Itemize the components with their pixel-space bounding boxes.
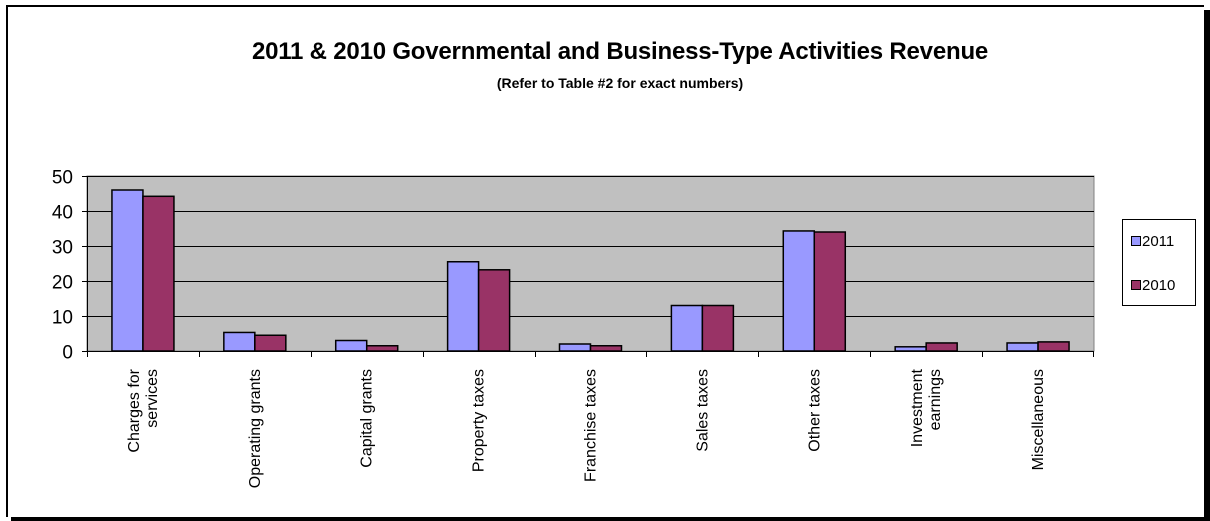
legend-item-2011: 2011: [1131, 232, 1175, 250]
legend-label-2010: 2010: [1142, 276, 1176, 294]
x-tick-label-4: Franchise taxes: [583, 369, 600, 482]
bar-2010-4: [589, 345, 623, 352]
frame-shadow-bottom: [11, 517, 1210, 521]
plot-area: [86, 175, 1095, 352]
bar-2011-1: [223, 331, 256, 352]
x-tick-label-6: Other taxes: [806, 369, 823, 452]
legend-item-2010: 2010: [1131, 276, 1176, 294]
bar-2011-7: [894, 346, 927, 352]
bar-2010-3: [477, 269, 511, 352]
bar-2011-2: [334, 339, 368, 352]
bar-2010-6: [813, 231, 847, 352]
y-tick-label-10: 10: [52, 308, 73, 329]
bar-2010-1: [254, 334, 287, 352]
legend-label-2011: 2011: [1142, 232, 1175, 250]
y-tick-label-0: 0: [62, 343, 73, 364]
bar-2011-4: [558, 343, 592, 352]
bar-2010-5: [701, 304, 735, 352]
bar-2011-5: [670, 304, 704, 352]
frame-shadow-right: [1204, 10, 1210, 521]
y-tick-label-50: 50: [52, 168, 73, 189]
x-tick-label-3: Property taxes: [471, 369, 488, 472]
chart-subtitle: (Refer to Table #2 for exact numbers): [496, 75, 744, 91]
chart-frame: [6, 5, 1204, 517]
x-tick-label-7: Investmentearnings: [909, 368, 944, 447]
x-tick-label-5: Sales taxes: [694, 369, 711, 452]
bar-2011-8: [1006, 342, 1039, 352]
y-tick-label-40: 40: [52, 203, 73, 224]
x-tick-label-0: Charges forservices: [126, 368, 161, 452]
y-tick-label-20: 20: [52, 273, 73, 294]
y-tick-label-30: 30: [52, 238, 73, 259]
legend-swatch-2011: [1131, 236, 1141, 246]
bar-2011-0: [111, 189, 144, 352]
legend: 2011 2010: [1122, 219, 1196, 306]
bar-2011-3: [446, 261, 480, 352]
x-tick-label-1: Operating grants: [247, 369, 264, 488]
x-tick-label-8: Miscellaneous: [1030, 369, 1047, 470]
bar-2011-6: [782, 230, 816, 352]
legend-swatch-2010: [1131, 280, 1141, 290]
bar-2010-8: [1037, 341, 1070, 352]
chart-title: 2011 & 2010 Governmental and Business-Ty…: [251, 38, 989, 65]
bar-2010-0: [142, 195, 175, 352]
bar-2010-7: [925, 342, 958, 352]
x-tick-label-2: Capital grants: [359, 369, 376, 468]
bar-2010-2: [365, 345, 399, 352]
